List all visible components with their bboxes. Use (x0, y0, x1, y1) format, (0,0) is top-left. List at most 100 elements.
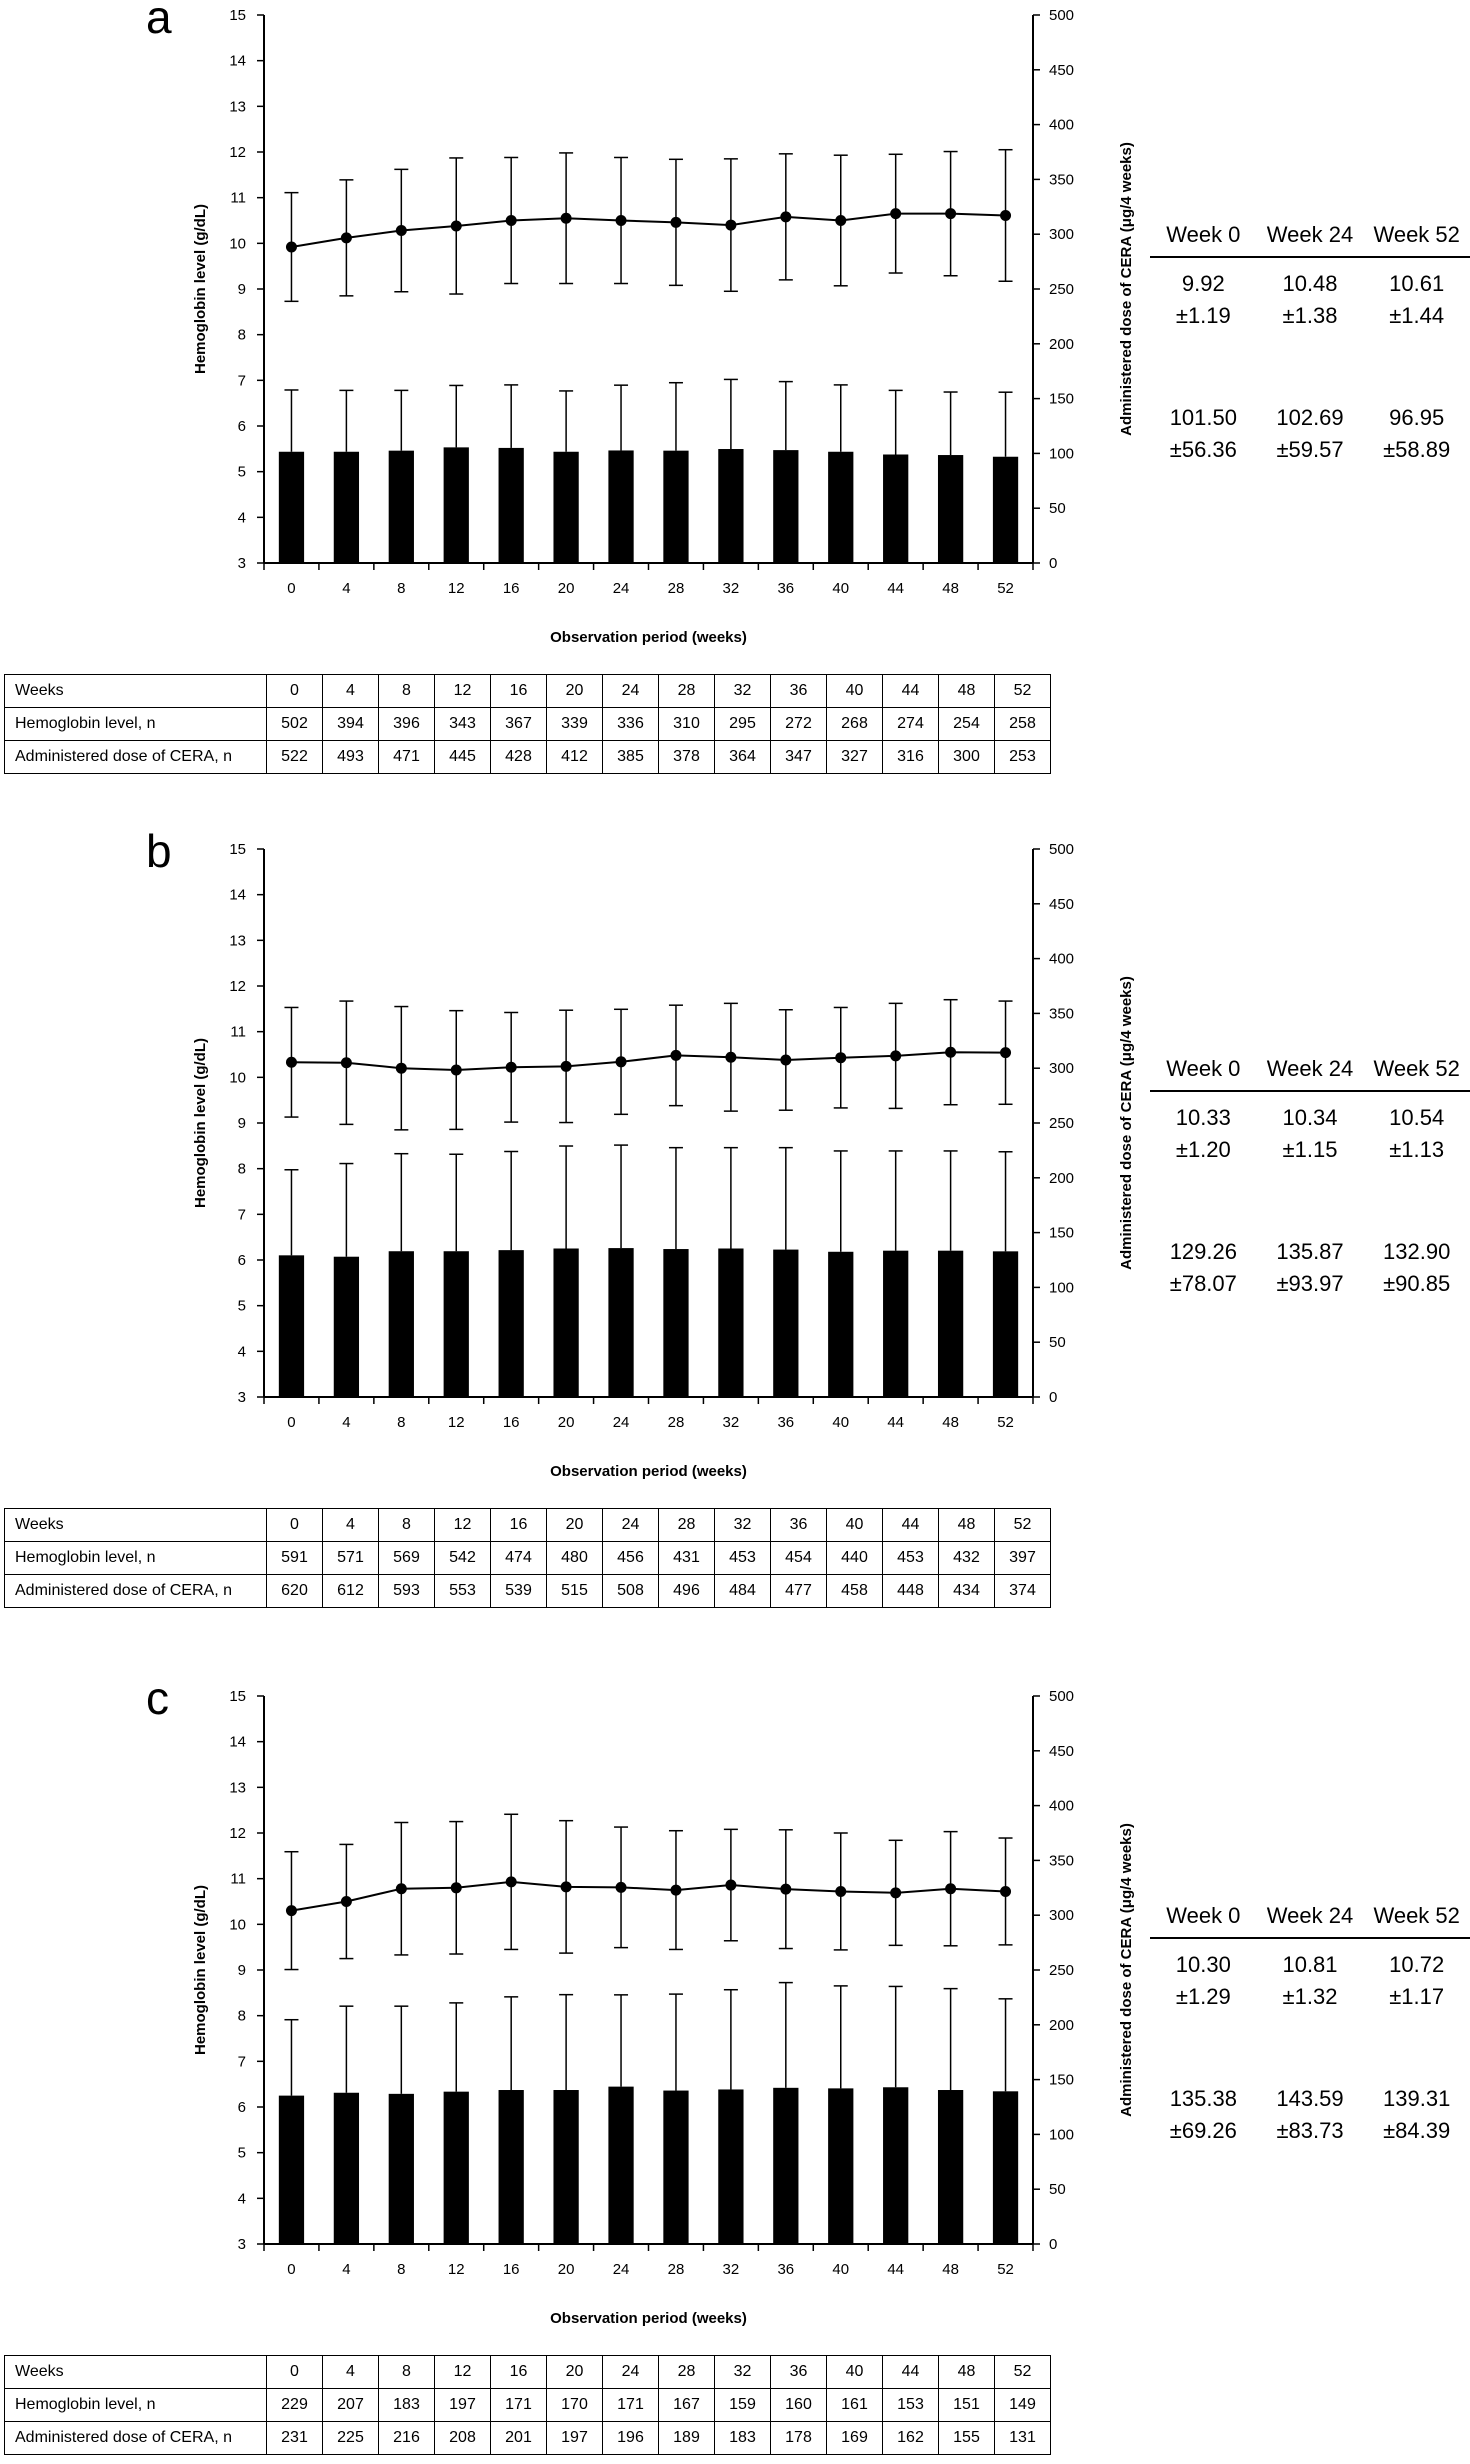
table-cell: 412 (546, 740, 603, 774)
y2-tick-label: 450 (1049, 1743, 1074, 1760)
table-cell: 453 (714, 1541, 771, 1575)
row-label: Weeks (4, 1508, 267, 1542)
table-cell: 612 (322, 1574, 379, 1608)
hb-point (1000, 209, 1012, 221)
y2-tick-label: 50 (1049, 500, 1066, 517)
table-cell: 484 (714, 1574, 771, 1608)
table-cell: 493 (322, 740, 379, 774)
y-tick-label: 7 (238, 2053, 246, 2070)
table-cell: 149 (994, 2388, 1051, 2422)
y2-tick-label: 400 (1049, 1798, 1074, 1815)
table-cell: 48 (938, 2355, 995, 2389)
x-tick-label: 52 (997, 580, 1014, 597)
table-row: Administered dose of CERA, n 522 493 471 445… (4, 740, 1051, 774)
table-row: Hemoglobin level, n 229 207 183 197 171 170 171… (4, 2388, 1051, 2422)
table-cell: 170 (546, 2388, 603, 2422)
x-tick-label: 20 (558, 1414, 575, 1431)
y-tick-label: 9 (238, 281, 246, 298)
table-cell: 178 (770, 2421, 827, 2455)
table-cell: 0 (266, 1508, 323, 1542)
row-label: Weeks (4, 2355, 267, 2389)
x-tick-label: 40 (832, 2261, 849, 2278)
table-cell: 364 (714, 740, 771, 774)
summary-table: Week 0 Week 24 Week 52 9.92 ±1.19 10.48 ±1… (1150, 222, 1470, 466)
table-cell: 434 (938, 1574, 995, 1608)
hb-point (945, 1046, 957, 1058)
summary-table: Week 0 Week 24 Week 52 10.33 ±1.20 10.34 ±… (1150, 1056, 1470, 1300)
hb-summary-cell: 10.34 ±1.15 (1282, 1105, 1338, 1162)
table-cell: 229 (266, 2388, 323, 2422)
table-cell: 515 (546, 1574, 603, 1608)
table-cell: 36 (770, 2355, 827, 2389)
table-cell: 274 (882, 707, 939, 741)
y2-tick-label: 450 (1049, 62, 1074, 79)
y2-tick-label: 200 (1049, 336, 1074, 353)
dose-bar (663, 2090, 689, 2244)
table-cell: 20 (546, 674, 603, 708)
table-cell: 24 (602, 1508, 659, 1542)
table-cell: 432 (938, 1541, 995, 1575)
x-tick-label: 28 (668, 580, 685, 597)
table-cell: 48 (938, 1508, 995, 1542)
y-tick-label: 4 (238, 509, 246, 526)
summary-header: Week 24 (1266, 1903, 1354, 1928)
dose-bar (388, 1251, 414, 1397)
x-tick-label: 44 (887, 1414, 904, 1431)
table-cell: 159 (714, 2388, 771, 2422)
table-cell: 454 (770, 1541, 827, 1575)
row-label: Weeks (4, 674, 267, 708)
y-tick-label: 15 (229, 7, 246, 24)
y-tick-label: 10 (229, 1069, 246, 1086)
hb-point (890, 1887, 902, 1899)
table-cell: 508 (602, 1574, 659, 1608)
hb-point (1000, 1885, 1012, 1897)
y-tick-label: 15 (229, 841, 246, 858)
table-cell: 347 (770, 740, 827, 774)
y-tick-label: 4 (238, 1343, 246, 1360)
dose-bar (608, 1248, 634, 1397)
y-tick-label: 6 (238, 1252, 246, 1269)
y2-tick-label: 0 (1049, 555, 1057, 572)
dose-bar (883, 1250, 909, 1397)
dose-bar (498, 2090, 524, 2244)
dose-summary-cell: 102.69 ±59.57 (1276, 405, 1344, 462)
dose-bar (828, 2088, 854, 2244)
x-tick-label: 16 (503, 1414, 520, 1431)
dual-axis-chart: 3456789101112131415050100150200250300350… (192, 841, 1135, 1480)
y-tick-label: 11 (230, 1024, 246, 1041)
y-tick-label: 12 (229, 978, 246, 995)
table-header-row: Weeks 0 4 8 12 16 20 24 28 32 36 40 44 48 52 (4, 1508, 1051, 1542)
table-cell: 12 (434, 674, 491, 708)
table-cell: 4 (322, 1508, 379, 1542)
dose-bar (937, 1250, 964, 1397)
dose-summary-cell: 96.95 ±58.89 (1383, 405, 1451, 462)
hb-point (615, 215, 627, 226)
hb-point (615, 1056, 627, 1068)
row-label: Hemoglobin level, n (4, 1541, 267, 1575)
hb-point (945, 1883, 957, 1895)
hb-point (340, 1057, 352, 1069)
y-tick-label: 12 (229, 144, 246, 161)
table-cell: 272 (770, 707, 827, 741)
dose-bar (333, 2092, 360, 2244)
table-cell: 477 (770, 1574, 827, 1608)
dose-summary-cell: 139.31 ±84.39 (1383, 2086, 1451, 2143)
dose-bar (773, 1249, 799, 1397)
y-tick-label: 3 (238, 1389, 246, 1406)
table-cell: 216 (378, 2421, 435, 2455)
y2-tick-label: 200 (1049, 2017, 1074, 2034)
x-tick-label: 8 (397, 1414, 405, 1431)
table-cell: 553 (434, 1574, 491, 1608)
y2-tick-label: 100 (1049, 1279, 1074, 1296)
table-cell: 0 (266, 2355, 323, 2389)
table-cell: 300 (938, 740, 995, 774)
table-cell: 4 (322, 2355, 379, 2389)
dose-bar (883, 454, 909, 563)
table-cell: 336 (602, 707, 659, 741)
y2-tick-label: 50 (1049, 2181, 1066, 2198)
y-axis-title: Hemoglobin level (g/dL) (192, 1038, 209, 1208)
hb-point (890, 208, 902, 220)
dose-bar (278, 1255, 305, 1397)
table-cell: 16 (490, 2355, 547, 2389)
y2-tick-label: 500 (1049, 7, 1074, 24)
